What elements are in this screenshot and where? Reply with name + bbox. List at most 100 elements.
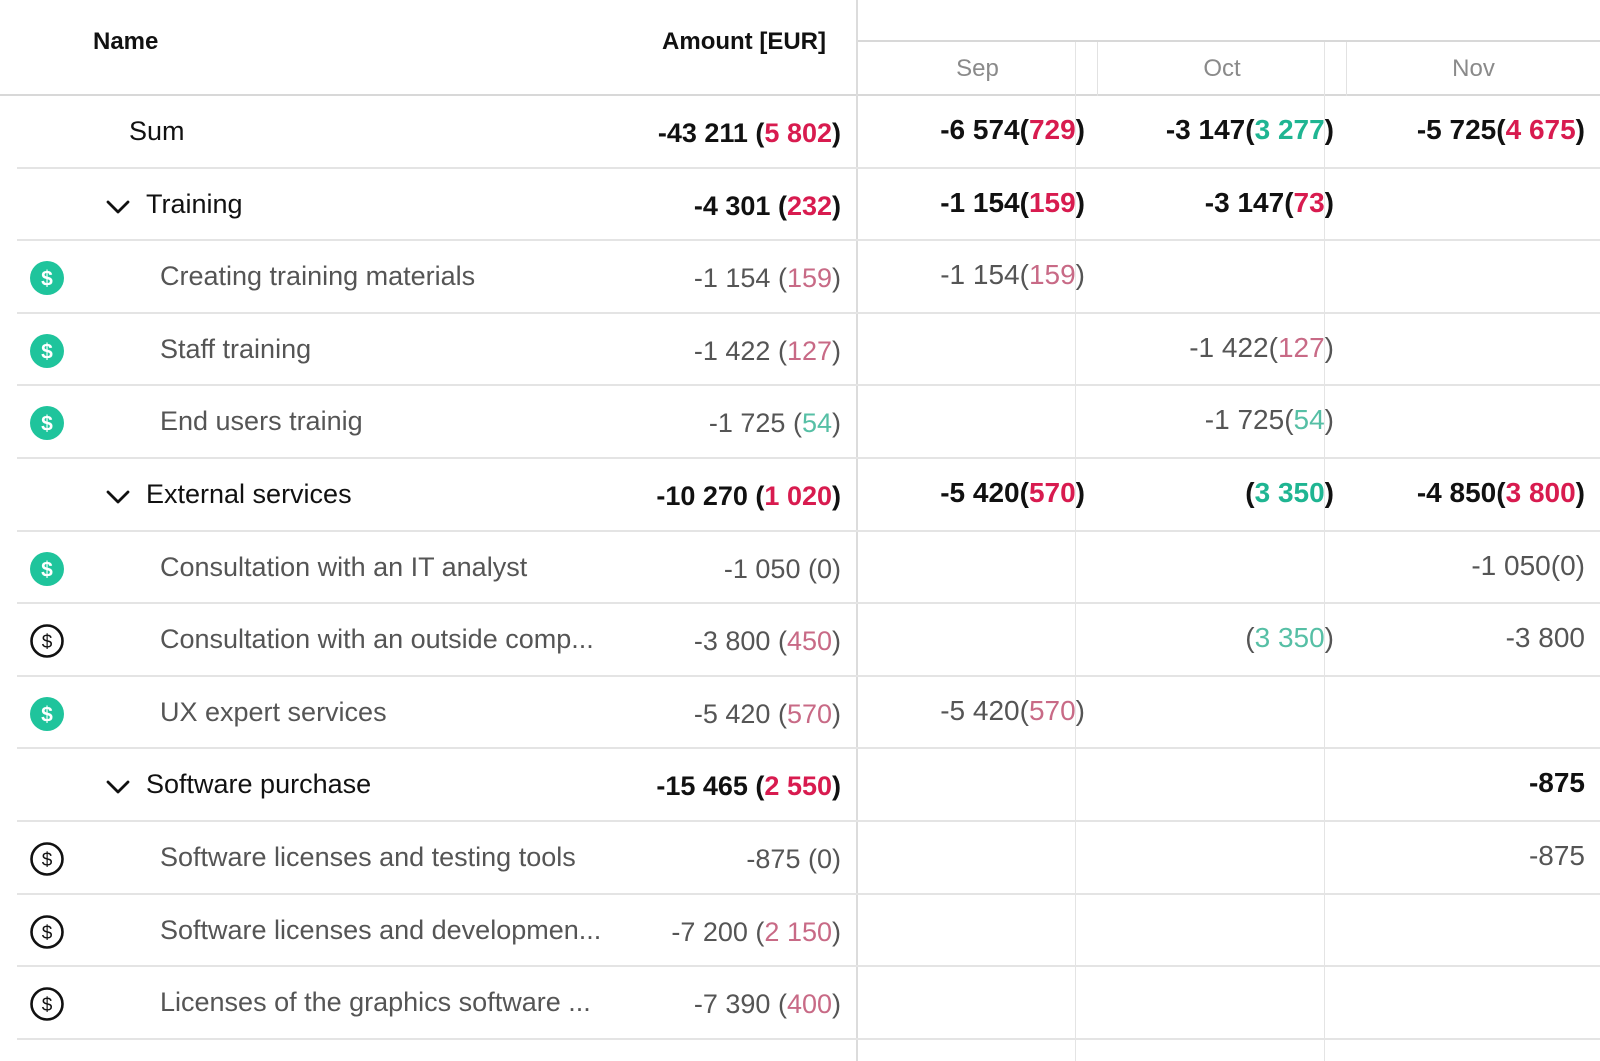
row-label: Consultation with an outside comp... [160, 624, 594, 655]
table-row[interactable]: $ Consultation with an IT analyst -1 050 (… [17, 532, 1600, 605]
value-variance: 73 [1293, 186, 1325, 218]
dollar-outline-icon[interactable]: $ [29, 986, 65, 1022]
month-cell-sep[interactable]: -1 154(159) [940, 259, 1085, 291]
column-header-amount[interactable]: Amount [EUR] [662, 28, 826, 55]
month-cell-sep[interactable]: -5 420(570) [940, 695, 1085, 727]
paren-close: ) [832, 481, 841, 511]
row-label: Software purchase [146, 769, 372, 800]
chevron-down-icon[interactable] [102, 191, 134, 223]
dollar-outline-icon[interactable]: $ [29, 841, 65, 877]
paren-close: ) [1575, 114, 1585, 145]
row-amount: -4 301 (232) [694, 191, 841, 222]
value-main: -3 147 [1204, 186, 1285, 218]
month-cell-sep[interactable]: -1 154(159) [940, 187, 1085, 219]
chevron-down-icon[interactable] [102, 481, 134, 513]
value-main: -3 147 [1165, 114, 1246, 145]
table-left-panel: Name Amount [EUR] [0, 0, 856, 96]
month-cell-sep[interactable]: -6 574(729) [940, 114, 1085, 146]
month-cell-sep[interactable]: -5 420(570) [940, 477, 1085, 509]
value-main: -4 850 [1416, 477, 1497, 508]
table-row[interactable]: $ UX expert services -5 420 (570) -5 420(57… [17, 677, 1600, 750]
table-row[interactable]: $ Software licenses and testing tools -875… [17, 822, 1600, 895]
month-cell-nov[interactable]: -1 050(0) [1471, 550, 1585, 582]
value-main: -875 [1528, 840, 1585, 871]
svg-text:$: $ [41, 413, 53, 436]
paren-close: ) [1075, 477, 1085, 508]
row-amount: -43 211 (5 802) [658, 118, 841, 149]
value-variance: 0 [1560, 549, 1576, 581]
row-label: Training [146, 188, 243, 219]
dollar-outline-icon[interactable]: $ [29, 623, 65, 659]
paren-open: ( [1550, 549, 1561, 581]
dollar-filled-icon[interactable]: $ [29, 260, 65, 296]
value-main: -3 800 [693, 626, 771, 657]
paren-open: ( [785, 408, 802, 439]
paren-close: ) [832, 916, 841, 947]
value-variance: 1 020 [764, 481, 832, 511]
row-amount: -7 390 (400) [694, 989, 841, 1020]
month-cell-oct[interactable]: -3 147(73) [1205, 187, 1334, 219]
svg-text:$: $ [41, 703, 53, 726]
dollar-filled-icon[interactable]: $ [29, 696, 65, 732]
dollar-filled-icon[interactable]: $ [29, 405, 65, 441]
month-cell-nov[interactable]: -5 725(4 675) [1417, 114, 1585, 146]
group-row[interactable]: Software purchase -15 465 (2 550) -875 [17, 749, 1600, 822]
value-variance: 400 [786, 989, 832, 1020]
row-label: Sum [129, 116, 185, 146]
month-cell-oct[interactable]: (3 350) [1245, 477, 1334, 509]
paren-close: ) [832, 118, 841, 148]
value-main: -7 200 [671, 916, 748, 947]
month-cell-oct[interactable]: (3 350) [1245, 622, 1334, 654]
table-row[interactable]: $ Consultation with an outside comp... -3 … [17, 604, 1600, 677]
value-main: -1 154 [940, 259, 1020, 291]
paren-open: ( [770, 263, 787, 294]
value-variance: 570 [786, 698, 832, 729]
table-row[interactable]: $ Software licenses and developmen... -7 2… [17, 895, 1600, 968]
table-row[interactable]: $ Creating training materials -1 154 (159)… [17, 241, 1600, 314]
paren-open: ( [1019, 477, 1029, 508]
group-row[interactable]: External services -10 270 (1 020) -5 420(5… [17, 459, 1600, 532]
table-row[interactable]: $ Staff training -1 422 (127) -1 422(127) [17, 314, 1600, 387]
value-variance: 570 [1028, 477, 1076, 508]
month-header-oct[interactable]: Oct [1098, 42, 1347, 96]
paren-open: ( [800, 844, 817, 874]
table-header: Name Amount [EUR] [0, 0, 856, 96]
dollar-filled-icon[interactable]: $ [29, 333, 65, 369]
paren-close: ) [832, 771, 841, 802]
paren-close: ) [1075, 259, 1085, 291]
value-variance: 159 [786, 263, 832, 294]
value-main: -5 420 [940, 477, 1020, 508]
value-variance: 159 [1028, 186, 1076, 218]
row-label: Consultation with an IT analyst [160, 551, 528, 582]
paren-open: ( [1019, 186, 1029, 218]
paren-open: ( [770, 335, 787, 366]
column-header-name[interactable]: Name [93, 28, 159, 55]
month-cell-nov[interactable]: -4 850(3 800) [1417, 477, 1585, 509]
dollar-filled-icon[interactable]: $ [29, 551, 65, 587]
month-cell-nov[interactable]: -875 [1529, 840, 1585, 872]
paren-open: ( [800, 553, 817, 584]
dollar-outline-icon[interactable]: $ [29, 914, 65, 950]
sum-row[interactable]: Sum -43 211 (5 802) -6 574(729) -3 147(3 27… [17, 96, 1600, 169]
value-main: -5 725 [1416, 114, 1497, 145]
row-amount: -15 465 (2 550) [656, 771, 841, 802]
group-row[interactable]: Training -4 301 (232) -1 154(159) -3 147(73… [17, 169, 1600, 242]
chevron-down-icon[interactable] [102, 771, 134, 803]
table-row[interactable]: $ Licenses of the graphics software ... -7… [17, 967, 1600, 1040]
paren-open: ( [770, 989, 787, 1020]
table-row[interactable]: $ End users trainig -1 725 (54) -1 725(54) [17, 386, 1600, 459]
paren-close: ) [1575, 477, 1585, 508]
value-main: -1 154 [693, 263, 771, 294]
month-header-sep[interactable]: Sep [858, 42, 1098, 96]
value-variance: 570 [1028, 694, 1076, 726]
month-cell-nov[interactable]: -3 800 [1506, 622, 1585, 654]
month-cell-oct[interactable]: -3 147(3 277) [1166, 114, 1334, 146]
svg-text:$: $ [41, 268, 53, 291]
value-variance: 5 802 [764, 118, 832, 148]
month-header-nov[interactable]: Nov [1452, 55, 1495, 82]
value-variance: 4 675 [1505, 114, 1576, 145]
row-label: External services [146, 479, 352, 509]
month-cell-nov[interactable]: -875 [1529, 767, 1585, 799]
month-cell-oct[interactable]: -1 725(54) [1205, 404, 1334, 436]
month-cell-oct[interactable]: -1 422(127) [1189, 332, 1334, 364]
